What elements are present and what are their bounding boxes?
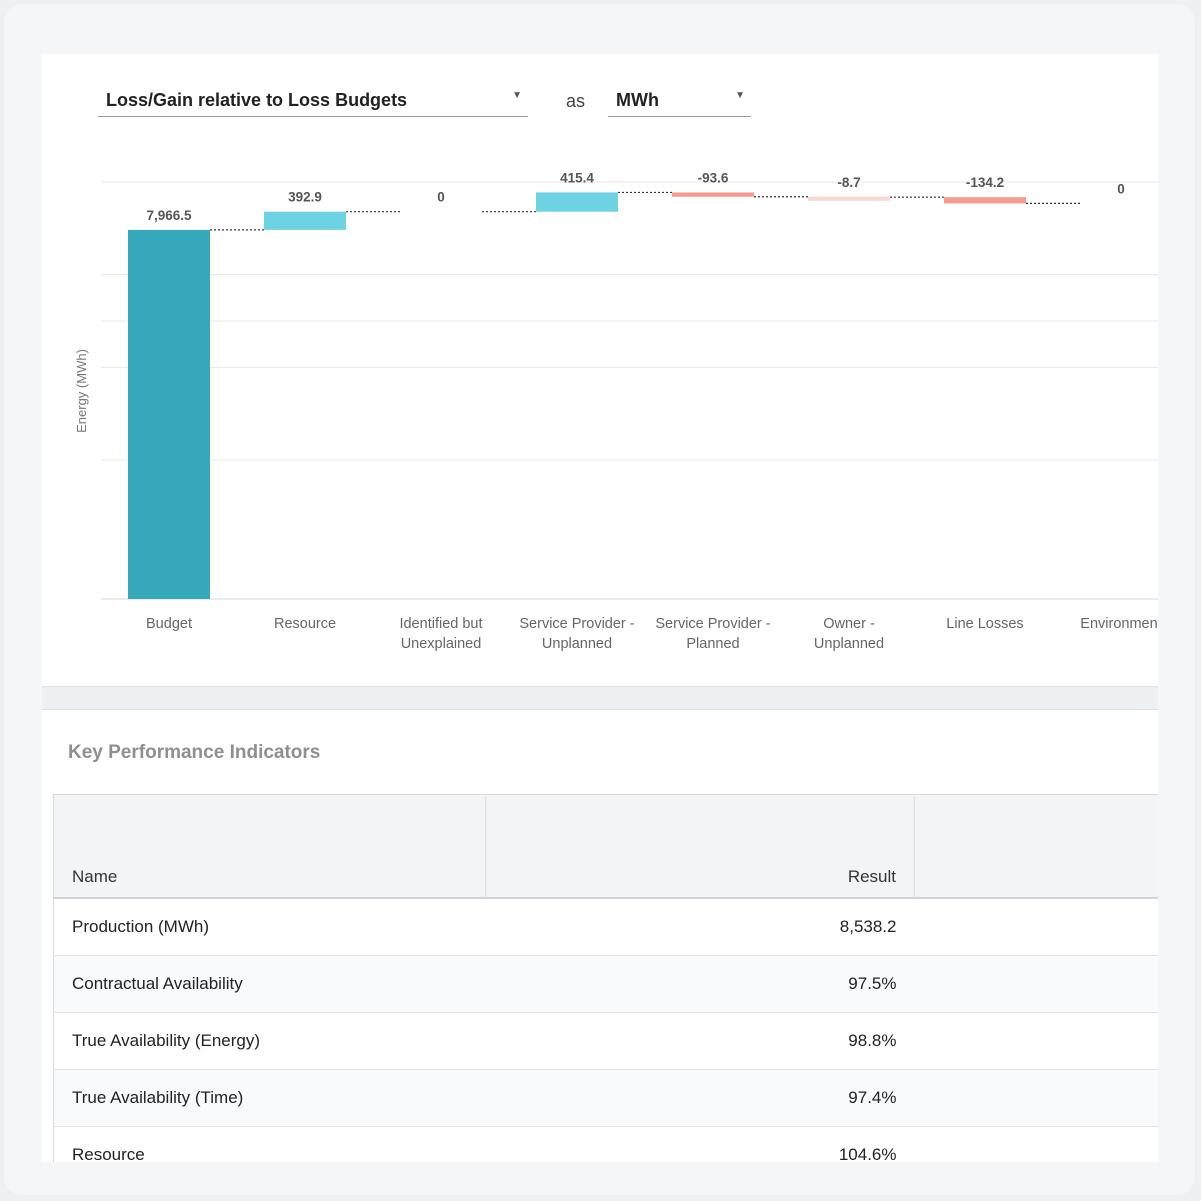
unit-select-value: MWh [616, 90, 659, 110]
kpi-extra-cell [914, 1126, 1158, 1162]
y-axis-label: Energy (MWh) [74, 349, 89, 433]
unit-select[interactable]: MWh ▼ [608, 82, 751, 117]
category-label: Planned [686, 636, 739, 652]
category-label: Resource [274, 616, 336, 632]
data-label: -8.7 [837, 175, 860, 190]
data-label: 7,966.5 [146, 208, 192, 223]
kpi-name-cell: Resource [53, 1126, 486, 1162]
data-label: 415.4 [560, 170, 594, 185]
page-frame: Loss/Gain relative to Loss Budgets ▼ as … [4, 4, 1195, 1195]
category-label: Unexplained [401, 636, 482, 652]
bar-5 [808, 196, 890, 201]
table-row: Resource 104.6% [53, 1126, 1158, 1162]
dashboard-card: Loss/Gain relative to Loss Budgets ▼ as … [42, 54, 1158, 1162]
kpi-extra-cell [914, 898, 1158, 956]
data-label: 0 [437, 190, 445, 205]
data-label: -93.6 [698, 170, 729, 185]
result-column-header[interactable]: Result [485, 794, 915, 899]
category-label: Budget [146, 616, 192, 632]
table-row: True Availability (Energy) 98.8% [53, 1012, 1158, 1070]
category-label: Unplanned [814, 636, 884, 652]
kpi-extra-cell [914, 955, 1158, 1013]
data-label: 0 [1117, 181, 1125, 196]
as-label: as [566, 91, 586, 111]
kpi-result-cell: 97.5% [485, 955, 915, 1013]
category-label: Service Provider - [519, 616, 634, 632]
kpi-header-row: Name Result [53, 794, 1158, 899]
metric-select[interactable]: Loss/Gain relative to Loss Budgets ▼ [98, 82, 528, 117]
category-label: Identified but [399, 616, 482, 632]
kpi-result-cell: 97.4% [485, 1069, 915, 1127]
kpi-name-cell: Production (MWh) [53, 898, 486, 956]
bar-1 [264, 211, 346, 230]
kpi-name-cell: True Availability (Time) [53, 1069, 486, 1127]
table-row: Contractual Availability 97.5% [53, 955, 1158, 1013]
table-row: Production (MWh) 8,538.2 [53, 898, 1158, 956]
kpi-title: Key Performance Indicators [68, 742, 321, 763]
kpi-result-cell: 104.6% [485, 1126, 915, 1162]
bar-0 [128, 229, 210, 599]
category-label: Unplanned [542, 636, 612, 652]
category-label: Owner - [823, 616, 875, 632]
category-label: Environment [1080, 616, 1158, 632]
extra-column-header [914, 794, 1158, 899]
name-column-header[interactable]: Name [53, 794, 486, 899]
category-label: Service Provider - [655, 616, 770, 632]
bar-3 [536, 192, 618, 212]
table-row: True Availability (Time) 97.4% [53, 1069, 1158, 1127]
kpi-name-cell: True Availability (Energy) [53, 1012, 486, 1070]
waterfall-chart: Energy (MWh) 7,966.5 Budget 392.9 Resource 0 I… [74, 170, 1158, 652]
chevron-down-icon: ▼ [512, 90, 522, 101]
bar-4 [672, 192, 754, 197]
bar-6 [944, 197, 1026, 204]
data-label: 392.9 [288, 190, 322, 205]
kpi-table: Name Result Production (MWh) 8,538.2 Con… [53, 794, 1158, 1162]
kpi-result-cell: 98.8% [485, 1012, 915, 1070]
kpi-extra-cell [914, 1069, 1158, 1127]
chevron-down-icon: ▼ [735, 90, 745, 101]
metric-select-value: Loss/Gain relative to Loss Budgets [106, 90, 408, 110]
kpi-name-cell: Contractual Availability [53, 955, 486, 1013]
category-label: Line Losses [946, 616, 1023, 632]
data-label: -134.2 [966, 175, 1004, 190]
kpi-result-cell: 8,538.2 [485, 898, 915, 956]
section-divider [42, 686, 1158, 710]
kpi-extra-cell [914, 1012, 1158, 1070]
